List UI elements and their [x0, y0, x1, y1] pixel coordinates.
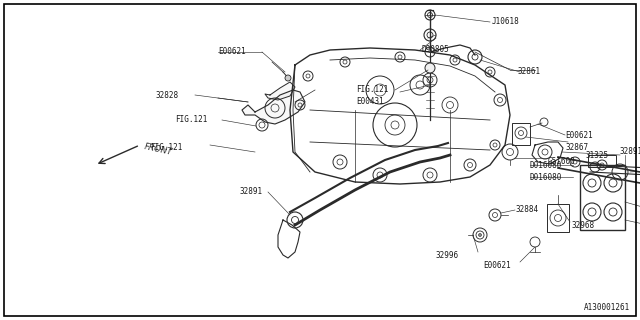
Bar [588, 155, 616, 167]
Text: D016080: D016080 [530, 161, 563, 170]
Circle shape [285, 75, 291, 81]
Bar [547, 204, 569, 232]
Text: 32867: 32867 [565, 142, 588, 151]
Text: E00621: E00621 [483, 260, 511, 269]
Text: FIG.121: FIG.121 [175, 116, 207, 124]
Text: FRONT: FRONT [143, 143, 173, 157]
Polygon shape [265, 82, 295, 100]
Bar [512, 123, 530, 145]
Text: 32968: 32968 [572, 220, 595, 229]
Circle shape [479, 234, 481, 236]
Text: 32996: 32996 [435, 251, 458, 260]
Text: 32891B: 32891B [620, 148, 640, 156]
Text: FIG.121: FIG.121 [150, 143, 182, 153]
Text: E00621: E00621 [218, 47, 246, 57]
Text: 32891: 32891 [240, 188, 263, 196]
Text: E00431: E00431 [356, 98, 384, 107]
Text: E00621: E00621 [565, 131, 593, 140]
Text: 32828: 32828 [155, 92, 178, 100]
Text: J10618: J10618 [492, 18, 520, 27]
Text: G51600: G51600 [548, 157, 576, 166]
Text: FIG.121: FIG.121 [356, 85, 388, 94]
Circle shape [425, 63, 435, 73]
Text: D016080: D016080 [530, 172, 563, 181]
Text: 32861: 32861 [518, 68, 541, 76]
Text: D90805: D90805 [422, 45, 450, 54]
Polygon shape [242, 90, 305, 124]
Text: 32884: 32884 [516, 205, 539, 214]
Bar [580, 165, 625, 230]
Text: A130001261: A130001261 [584, 303, 630, 312]
Text: 31325: 31325 [585, 150, 608, 159]
